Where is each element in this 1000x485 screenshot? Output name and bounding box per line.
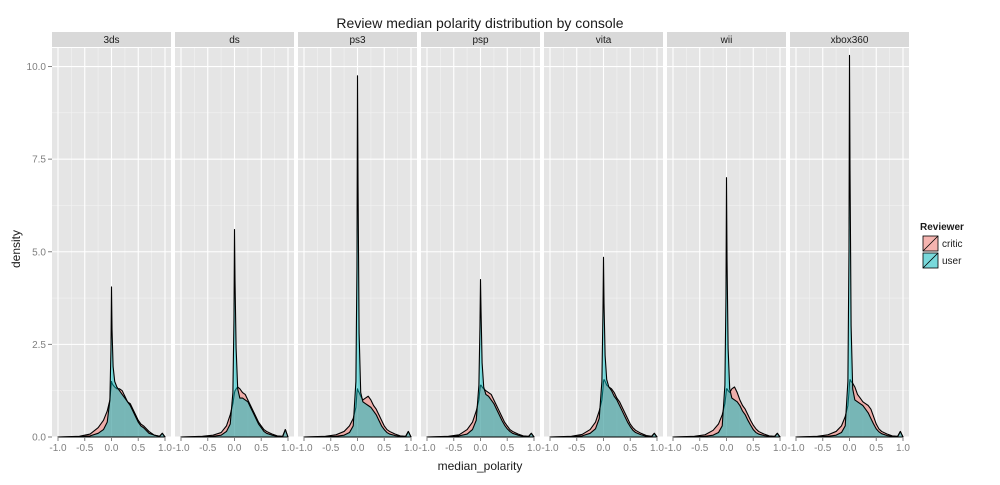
legend-entry-critic: critic <box>921 234 963 253</box>
x-tick-label: -0.5 <box>322 443 340 454</box>
x-tick-label: 0.5 <box>623 443 637 454</box>
x-tick-label: -1.0 <box>49 443 67 454</box>
x-tick-label: -1.0 <box>295 443 313 454</box>
strip-label: 3ds <box>103 35 119 46</box>
x-tick-label: 0.5 <box>254 443 268 454</box>
legend-entries: critic user <box>921 234 963 270</box>
panel-wii: wii -1.0 -0.5 0.0 0.5 1.0 <box>664 32 787 454</box>
x-tick-label: -0.5 <box>445 443 463 454</box>
x-tick-label: -1.0 <box>664 443 682 454</box>
legend-key-slash <box>922 235 939 252</box>
x-tick-label: 0.0 <box>720 443 734 454</box>
y-tick-label: 10.0 <box>27 62 47 73</box>
strip-bg <box>421 32 540 47</box>
legend-label: user <box>942 256 962 267</box>
x-tick-label: 0.0 <box>228 443 242 454</box>
strip-label: vita <box>596 35 612 46</box>
legend-entry-user: user <box>921 251 962 270</box>
x-tick-label: 0.0 <box>105 443 119 454</box>
y-axis: 0.0 2.5 5.0 7.5 10.0 <box>27 62 52 444</box>
density-area-user <box>426 279 535 438</box>
density-area-user <box>57 286 166 438</box>
strip-bg <box>52 32 171 47</box>
x-tick-label: 1.0 <box>527 443 541 454</box>
strip-label: ds <box>229 35 240 46</box>
x-tick-label: -0.5 <box>691 443 709 454</box>
x-tick-label: 0.5 <box>131 443 145 454</box>
x-tick-label: 0.0 <box>351 443 365 454</box>
legend-label: critic <box>942 239 963 250</box>
strip-bg <box>298 32 417 47</box>
panel-3ds: 3ds -1.0 -0.5 0.0 0.5 1.0 <box>49 32 172 454</box>
x-tick-label: -1.0 <box>418 443 436 454</box>
panel-vita: vita -1.0 -0.5 0.0 0.5 1.0 <box>541 32 664 454</box>
strip-label: ps3 <box>349 35 366 46</box>
legend-key-slash <box>922 252 939 269</box>
x-tick-label: -1.0 <box>172 443 190 454</box>
density-area-user <box>795 54 904 438</box>
density-area-user <box>180 228 289 438</box>
legend: Reviewer critic user <box>920 222 964 270</box>
strip-label: wii <box>720 35 733 46</box>
strip-bg <box>790 32 909 47</box>
density-area-user <box>549 256 658 438</box>
panel-ps3: ps3 -1.0 -0.5 0.0 0.5 1.0 <box>295 32 418 454</box>
x-tick-label: -0.5 <box>199 443 217 454</box>
strip-bg <box>175 32 294 47</box>
x-tick-label: -1.0 <box>541 443 559 454</box>
x-tick-label: 1.0 <box>773 443 787 454</box>
x-tick-label: 0.5 <box>377 443 391 454</box>
panel-xbox360: xbox360 -1.0 -0.5 0.0 0.5 1.0 <box>787 32 910 454</box>
x-tick-label: 1.0 <box>158 443 172 454</box>
x-tick-label: 1.0 <box>896 443 910 454</box>
chart-title: Review median polarity distribution by c… <box>336 15 623 31</box>
x-tick-label: -0.5 <box>76 443 94 454</box>
panel-psp: psp -1.0 -0.5 0.0 0.5 1.0 <box>418 32 541 454</box>
strip-label: psp <box>472 35 489 46</box>
x-tick-label: 0.5 <box>869 443 883 454</box>
y-axis-title: density <box>9 230 23 268</box>
x-tick-label: 1.0 <box>281 443 295 454</box>
density-area-user <box>303 75 412 438</box>
density-area-user <box>672 177 781 438</box>
y-tick-label: 0.0 <box>32 433 46 444</box>
x-tick-label: 0.5 <box>746 443 760 454</box>
x-tick-label: 0.0 <box>597 443 611 454</box>
strip-label: xbox360 <box>831 35 869 46</box>
y-tick-label: 2.5 <box>32 340 46 351</box>
x-tick-label: 0.0 <box>474 443 488 454</box>
y-tick-label: 5.0 <box>32 247 46 258</box>
facet-panels: 3ds-1.0 -0.5 0.0 0.5 1.0ds-1.0 -0.5 0.0 0.5 1.0p… <box>49 32 910 454</box>
x-tick-label: -0.5 <box>568 443 586 454</box>
x-tick-label: 1.0 <box>650 443 664 454</box>
x-tick-label: 0.5 <box>500 443 514 454</box>
x-tick-label: 0.0 <box>843 443 857 454</box>
panel-ds: ds -1.0 -0.5 0.0 0.5 1.0 <box>172 32 295 454</box>
strip-bg <box>667 32 786 47</box>
strip-bg <box>544 32 663 47</box>
legend-title: Reviewer <box>920 222 964 233</box>
x-tick-label: 1.0 <box>404 443 418 454</box>
x-tick-label: -0.5 <box>814 443 832 454</box>
y-tick-label: 7.5 <box>32 155 46 166</box>
x-tick-label: -1.0 <box>787 443 805 454</box>
x-axis-title: median_polarity <box>438 459 523 473</box>
